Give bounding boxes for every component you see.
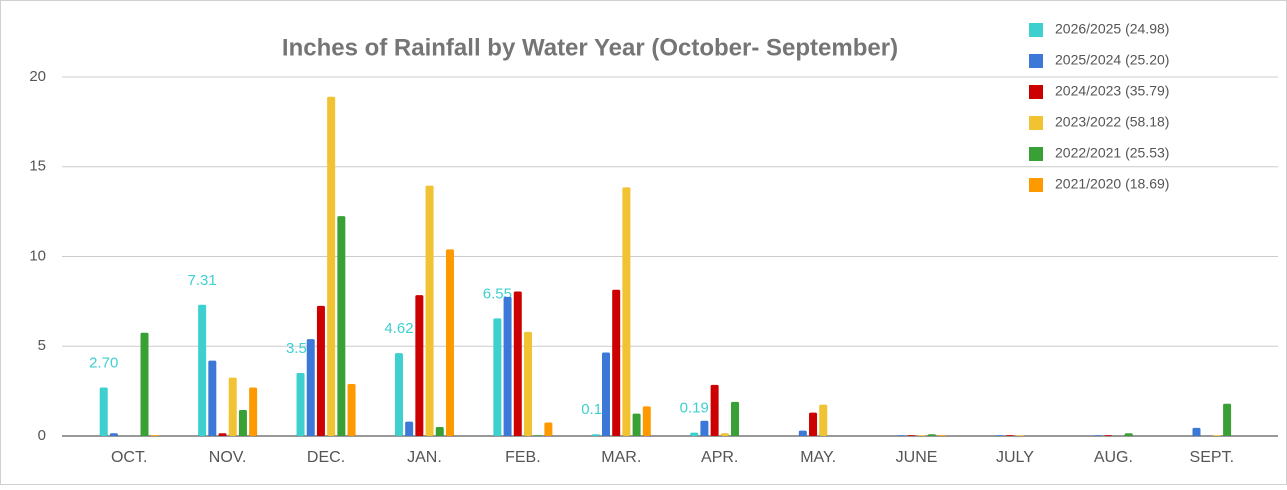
legend-swatch [1029, 23, 1043, 37]
bar [109, 433, 118, 436]
bar [306, 339, 315, 436]
bar [1124, 433, 1133, 436]
bar [327, 96, 336, 437]
bar [198, 304, 207, 436]
bar [601, 352, 610, 436]
y-tick-label: 0 [38, 427, 46, 444]
bar [710, 384, 719, 436]
legend-swatch [1029, 116, 1043, 130]
x-tick-label: NOV. [209, 449, 247, 466]
legend-swatch [1029, 85, 1043, 99]
bar [612, 289, 621, 436]
legend-label: 2023/2022 (58.18) [1055, 114, 1169, 130]
bar [700, 420, 709, 436]
data-label: 2.70 [89, 355, 118, 372]
bar [534, 435, 543, 436]
bar [907, 435, 916, 436]
bar [927, 434, 936, 436]
bar [425, 185, 434, 436]
bar [1016, 435, 1025, 436]
bar [1223, 403, 1232, 436]
legend-label: 2024/2023 (35.79) [1055, 83, 1169, 99]
legend-label: 2025/2024 (25.20) [1055, 52, 1169, 68]
bar [238, 409, 247, 436]
legend-swatch [1029, 178, 1043, 192]
x-tick-label: JULY [996, 449, 1034, 466]
bar [690, 432, 699, 436]
x-tick-label: JAN. [407, 449, 442, 466]
bar [415, 295, 424, 436]
bar [544, 422, 553, 436]
bar [917, 435, 926, 436]
bar [622, 187, 631, 436]
bar [720, 433, 729, 436]
legend-label: 2026/2025 (24.98) [1055, 21, 1169, 37]
x-tick-label: FEB. [505, 449, 541, 466]
x-tick-label: DEC. [307, 449, 345, 466]
legend-swatch [1029, 147, 1043, 161]
bar [337, 216, 346, 436]
bar [249, 387, 258, 436]
bar [995, 435, 1004, 436]
bar [493, 318, 502, 436]
data-label: 7.31 [188, 272, 217, 289]
bar [316, 305, 325, 436]
bar [1005, 435, 1014, 436]
bar [938, 435, 947, 436]
bar [819, 404, 828, 436]
bar [897, 435, 906, 436]
bar [435, 427, 444, 436]
bar [632, 413, 641, 436]
bar [405, 421, 414, 436]
bar [347, 383, 356, 436]
bar [798, 430, 807, 436]
bar [523, 331, 532, 436]
x-tick-label: APR. [701, 449, 738, 466]
legend-label: 2022/2021 (25.53) [1055, 145, 1169, 161]
bar [1192, 427, 1201, 436]
bar [503, 296, 512, 436]
bar [140, 332, 149, 436]
bar [296, 372, 305, 436]
x-tick-label: SEPT. [1190, 449, 1234, 466]
data-label: 0.19 [680, 400, 709, 417]
bar [445, 249, 454, 436]
x-tick-label: JUNE [896, 449, 938, 466]
y-tick-label: 20 [29, 68, 46, 85]
bar [1212, 435, 1221, 436]
bar [731, 401, 740, 436]
data-label: 4.62 [384, 320, 413, 337]
legend-label: 2021/2020 (18.69) [1055, 176, 1169, 192]
bar [642, 406, 651, 436]
bar [394, 353, 403, 436]
bar [1104, 435, 1113, 436]
y-tick-label: 10 [29, 247, 46, 264]
chart-title: Inches of Rainfall by Water Year (Octobe… [282, 34, 898, 61]
bar [809, 412, 818, 436]
y-tick-label: 5 [38, 337, 46, 354]
x-tick-label: MAY. [800, 449, 836, 466]
bar [218, 433, 227, 436]
bar [228, 377, 237, 436]
bar [591, 434, 600, 436]
bar [208, 360, 217, 436]
legend-swatch [1029, 54, 1043, 68]
bar [150, 435, 159, 436]
y-tick-label: 15 [29, 158, 46, 175]
bar [513, 291, 522, 436]
bar [1094, 435, 1103, 436]
x-tick-label: AUG. [1094, 449, 1133, 466]
bar [99, 387, 108, 436]
x-tick-label: MAR. [601, 449, 641, 466]
x-tick-label: OCT. [111, 449, 147, 466]
